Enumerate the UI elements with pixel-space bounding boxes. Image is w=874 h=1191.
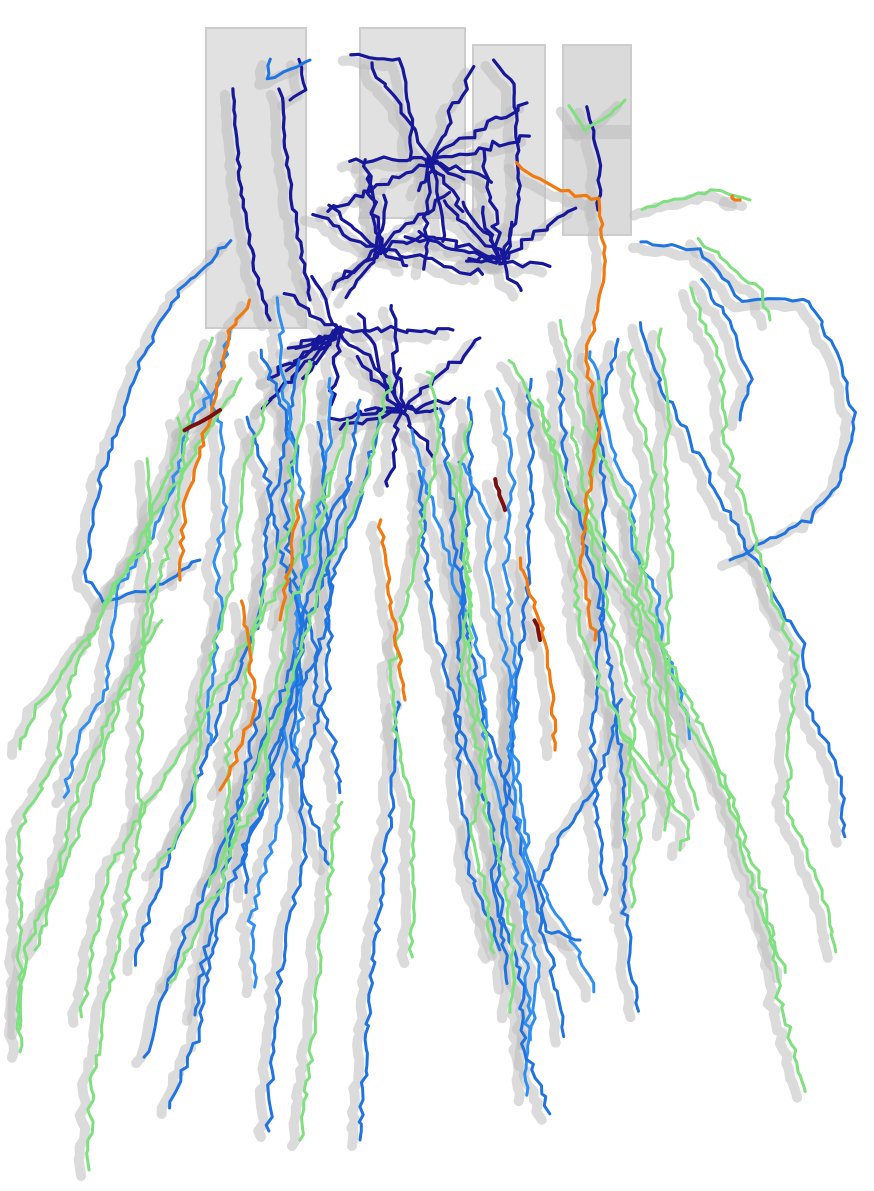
blue-root-tail-shadow	[351, 708, 391, 1146]
dark-red-root-segment-shadow	[527, 626, 533, 646]
dark-red-root-segment-shadow	[487, 485, 497, 516]
navy-root-branch-shadow	[459, 266, 490, 269]
root-shadow-layer	[9, 60, 848, 1176]
orange-root-shadow	[724, 202, 732, 206]
